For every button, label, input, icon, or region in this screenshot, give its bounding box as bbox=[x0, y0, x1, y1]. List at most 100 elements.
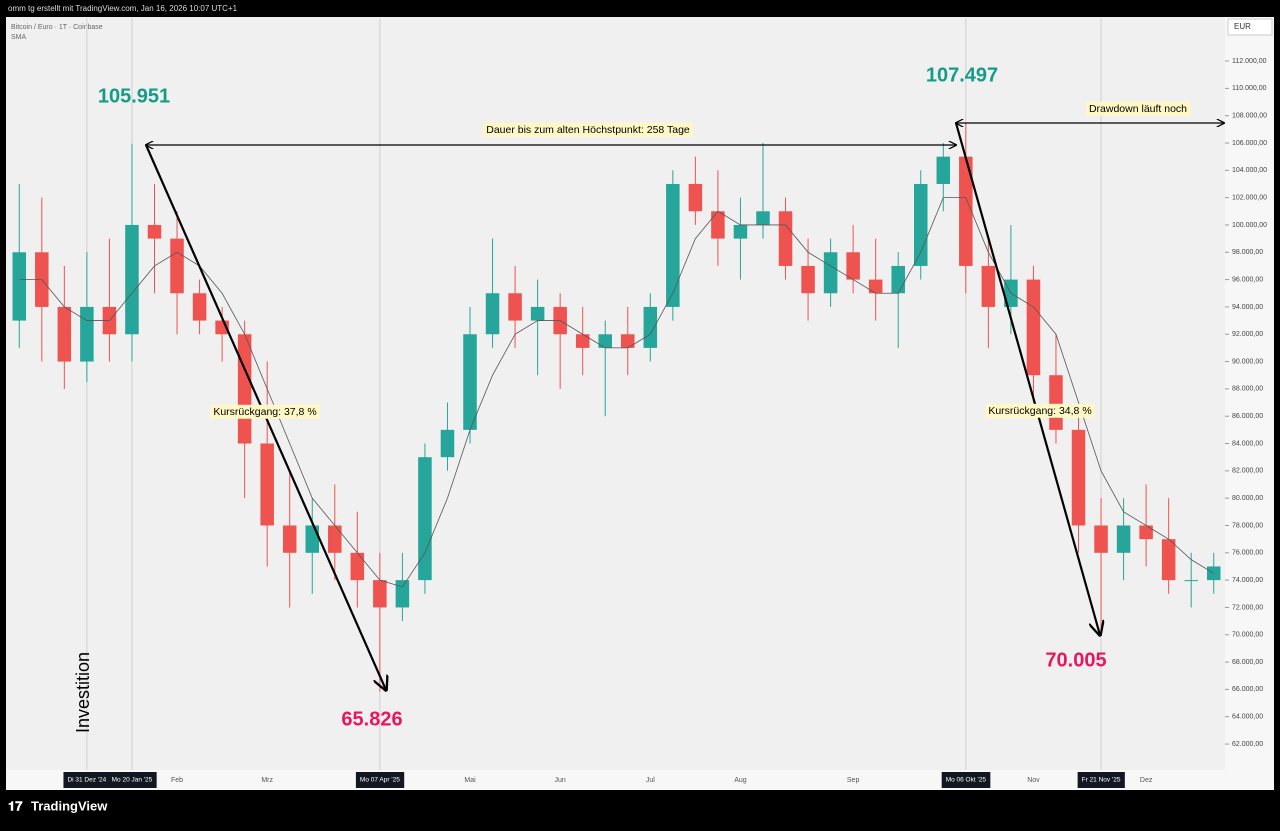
y-tick-label: 102.000,00 bbox=[1232, 194, 1267, 201]
y-tick-label: 62.000,00 bbox=[1232, 741, 1263, 748]
candle-body bbox=[846, 252, 860, 280]
candle-body bbox=[823, 252, 838, 294]
candle-body bbox=[1026, 279, 1041, 376]
note-box bbox=[985, 403, 1095, 418]
note: Kursrückgang: 37,8 % bbox=[213, 406, 316, 418]
candle-body bbox=[1071, 429, 1086, 526]
x-tick-label: Mo 20 Jan '25 bbox=[112, 777, 153, 784]
candle-body bbox=[305, 525, 320, 553]
indicator-name: SMA bbox=[11, 34, 27, 41]
candle-body bbox=[463, 334, 477, 430]
y-tick-label: 76.000,00 bbox=[1232, 550, 1263, 557]
candle-body bbox=[666, 183, 680, 307]
price-annotation: 107.497 bbox=[926, 64, 998, 86]
candle-body bbox=[1116, 525, 1131, 553]
candle-body bbox=[192, 293, 207, 321]
candle-body bbox=[643, 306, 658, 348]
candle-body bbox=[1094, 525, 1108, 553]
y-tick-label: 82.000,00 bbox=[1232, 468, 1263, 475]
header-text: omm tg erstellt mit TradingView.com, Jan… bbox=[8, 4, 238, 13]
y-tick-label: 84.000,00 bbox=[1232, 440, 1263, 447]
candle-body bbox=[508, 293, 522, 321]
vertical-label: Investition bbox=[73, 652, 93, 733]
x-tick-label: Feb bbox=[171, 777, 183, 784]
x-label-box bbox=[941, 772, 991, 788]
price-annotation: 105.951 bbox=[98, 85, 170, 107]
candle-body bbox=[959, 156, 973, 266]
y-tick-label: 104.000,00 bbox=[1232, 167, 1267, 174]
candle-body bbox=[913, 183, 928, 266]
y-tick-label: 108.000,00 bbox=[1232, 113, 1267, 120]
plot: 62.000,00 64.000,00 66.000,00 68.000,00 70.0… bbox=[12, 18, 1267, 788]
x-tick-label: Di 31 Dez '24 bbox=[67, 777, 106, 784]
candle-body bbox=[1049, 375, 1063, 430]
candle-body bbox=[260, 443, 274, 526]
candle-body bbox=[328, 525, 342, 553]
currency-box bbox=[1227, 18, 1273, 36]
price-axis bbox=[1225, 17, 1274, 790]
y-tick-label: 86.000,00 bbox=[1232, 413, 1263, 420]
y-tick-label: 94.000,00 bbox=[1232, 304, 1263, 311]
price-annotation: 70.005 bbox=[1045, 649, 1106, 671]
candle-body bbox=[373, 580, 387, 608]
x-label-box bbox=[355, 772, 405, 788]
y-tick-label: 92.000,00 bbox=[1232, 331, 1263, 338]
x-tick-label: Mo 06 Okt '25 bbox=[946, 777, 987, 784]
candle-body bbox=[1139, 525, 1153, 540]
currency: EUR bbox=[1234, 22, 1251, 31]
candle-body bbox=[170, 238, 184, 294]
candle-body bbox=[57, 306, 72, 362]
y-tick-label: 106.000,00 bbox=[1232, 140, 1267, 147]
candle-body bbox=[778, 211, 793, 266]
candle-body bbox=[1184, 580, 1198, 582]
x-tick-label: Sep bbox=[847, 777, 860, 784]
candle-body bbox=[12, 252, 27, 321]
y-tick-label: 64.000,00 bbox=[1232, 714, 1263, 721]
y-tick-label: 74.000,00 bbox=[1232, 577, 1263, 584]
candle-body bbox=[575, 334, 590, 348]
candle-body bbox=[147, 224, 162, 239]
y-tick-label: 98.000,00 bbox=[1232, 249, 1263, 256]
x-label-box bbox=[1077, 772, 1125, 788]
candle-body bbox=[936, 156, 951, 184]
y-tick-label: 110.000,00 bbox=[1232, 85, 1267, 92]
note-box bbox=[210, 404, 320, 419]
candle-body bbox=[350, 552, 365, 581]
y-tick-label: 70.000,00 bbox=[1232, 632, 1263, 639]
x-label-box bbox=[63, 772, 111, 788]
brand: TradingView bbox=[31, 798, 108, 813]
y-tick-label: 112.000,00 bbox=[1232, 58, 1267, 65]
y-tick-label: 80.000,00 bbox=[1232, 495, 1263, 502]
price-annotation: 65.826 bbox=[341, 708, 402, 730]
time-axis bbox=[6, 770, 1225, 790]
note: Drawdown läuft noch bbox=[1089, 103, 1187, 115]
candle-body bbox=[1161, 539, 1176, 581]
x-tick-label: Jun bbox=[555, 777, 566, 784]
x-tick-label: Aug bbox=[734, 777, 747, 784]
x-tick-label: Mo 07 Apr '25 bbox=[360, 777, 400, 784]
x-tick-label: Jul bbox=[646, 777, 655, 784]
candle-body bbox=[733, 224, 748, 239]
candle-body bbox=[868, 279, 883, 294]
candle-body bbox=[282, 525, 297, 553]
note: Kursrückgang: 34,8 % bbox=[988, 405, 1091, 417]
y-tick-label: 100.000,00 bbox=[1232, 222, 1267, 229]
candle-body bbox=[530, 306, 545, 321]
candle-body bbox=[621, 334, 635, 348]
x-tick-label: Fr 21 Nov '25 bbox=[1082, 777, 1121, 784]
logo-mark: 𝟏𝟕 bbox=[8, 798, 23, 813]
y-tick-label: 72.000,00 bbox=[1232, 604, 1263, 611]
x-tick-label: Mai bbox=[464, 777, 476, 784]
symbol-title: Bitcoin / Euro · 1T · Coinbase bbox=[11, 24, 103, 31]
sma-line bbox=[19, 197, 1214, 588]
candle-body bbox=[395, 580, 410, 608]
x-tick-label: Mrz bbox=[261, 777, 273, 784]
y-tick-label: 90.000,00 bbox=[1232, 358, 1263, 365]
x-label-box bbox=[107, 772, 157, 788]
note: Dauer bis zum alten Höchstpunkt: 258 Tag… bbox=[486, 124, 690, 136]
candle-body bbox=[418, 457, 432, 581]
candle-body bbox=[125, 224, 139, 335]
candle-body bbox=[801, 265, 815, 294]
